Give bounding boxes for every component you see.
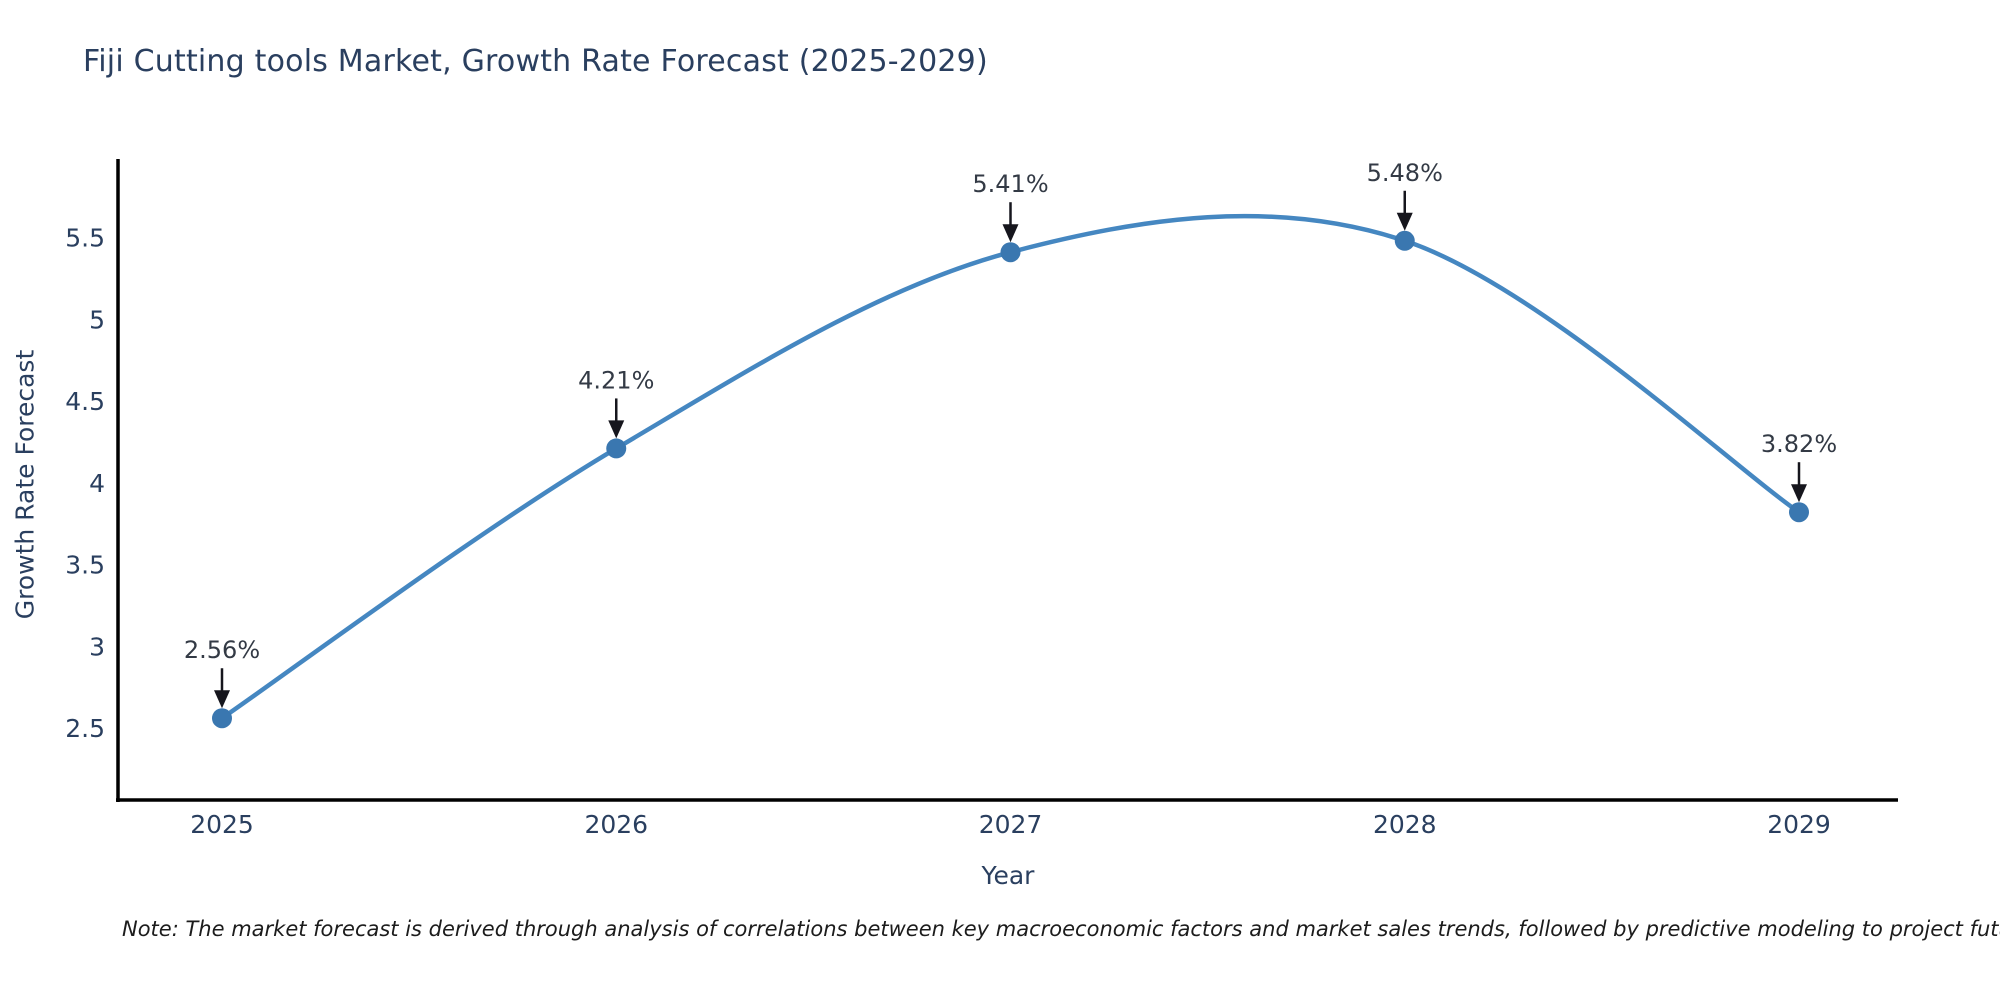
annotation-label: 2.56% xyxy=(184,636,260,664)
annotation-label: 5.41% xyxy=(972,170,1048,198)
x-tick-label: 2025 xyxy=(190,810,254,839)
annotation-arrow-head xyxy=(1002,224,1019,243)
x-tick-label: 2028 xyxy=(1373,810,1437,839)
x-tick-label: 2026 xyxy=(584,810,648,839)
data-point-marker[interactable] xyxy=(1789,502,1809,523)
y-tick-label: 5.5 xyxy=(65,223,105,252)
annotation-arrow-head xyxy=(1396,212,1413,231)
annotation-arrow-head xyxy=(1791,484,1807,503)
annotation-label: 3.82% xyxy=(1761,430,1837,458)
growth-rate-line xyxy=(220,213,1801,721)
x-tick-label: 2027 xyxy=(979,810,1043,839)
data-point-marker[interactable] xyxy=(1000,242,1021,263)
annotation-label: 4.21% xyxy=(578,366,654,394)
y-tick-label: 3 xyxy=(89,632,105,661)
y-tick-label: 5 xyxy=(89,305,105,334)
annotation-arrow-head xyxy=(608,420,625,439)
data-point-marker[interactable] xyxy=(212,708,232,729)
annotation-label: 5.48% xyxy=(1367,159,1443,187)
footnote: Note: The market forecast is derived thr… xyxy=(122,917,2000,941)
data-point-marker[interactable] xyxy=(606,438,627,459)
x-axis-title: Year xyxy=(981,861,1035,890)
y-tick-label: 4 xyxy=(89,469,105,498)
chart-title: Fiji Cutting tools Market, Growth Rate F… xyxy=(83,44,988,79)
y-tick-label: 2.5 xyxy=(65,714,105,743)
data-point-marker[interactable] xyxy=(1394,230,1415,251)
x-tick-label: 2029 xyxy=(1767,810,1831,839)
annotation-arrow-head xyxy=(214,690,230,709)
y-tick-label: 4.5 xyxy=(65,387,105,416)
y-tick-label: 3.5 xyxy=(65,551,105,580)
